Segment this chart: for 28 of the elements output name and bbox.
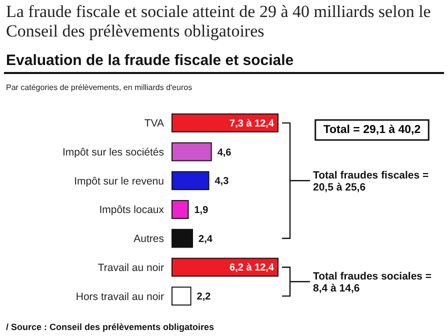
bar bbox=[172, 142, 212, 162]
data-label: 4,6 bbox=[217, 147, 232, 158]
y-tick-label: Impôt sur le revenu bbox=[74, 175, 164, 188]
bar bbox=[172, 113, 278, 132]
chart-title: La fraude fiscale et sociale atteint de 29 à 40 milliards selon le Conseil des prélèvements obligatoires bbox=[6, 2, 431, 41]
text: Total = 29,1 à 40,2 bbox=[323, 124, 421, 136]
data-label: 2,2 bbox=[196, 292, 212, 303]
chart-subtitle: Evaluation de la fraude fiscale et sociale bbox=[6, 52, 294, 69]
y-tick-label: Impôts locaux bbox=[99, 204, 165, 216]
text: / Source : Conseil des prélèvements obligatoires bbox=[6, 322, 214, 332]
y-tick-label: Hors travail au noir bbox=[76, 290, 164, 303]
y-tick-label: TVA bbox=[144, 118, 164, 130]
text: Total fraudes fiscales = 20,5 à 25,6 bbox=[313, 170, 429, 194]
bar bbox=[172, 258, 278, 277]
data-label: 6,2 à 12,4 bbox=[230, 262, 274, 274]
y-tick-label: Autres bbox=[134, 233, 164, 246]
text: Total fraudes sociales = 8,4 à 14,6 bbox=[313, 270, 432, 295]
bar bbox=[172, 228, 194, 248]
bar bbox=[172, 200, 189, 219]
data-label: 1,9 bbox=[194, 205, 209, 216]
y-tick-label: Impôt sur les sociétés bbox=[62, 146, 164, 158]
y-tick-label: Travail au noir bbox=[98, 262, 164, 274]
x-axis-title: Par catégories de prélèvements, en milliards d'euros bbox=[6, 83, 192, 92]
data-label: 4,3 bbox=[214, 176, 230, 188]
data-label: 7,3 à 12,4 bbox=[230, 118, 274, 130]
bar bbox=[172, 286, 192, 306]
bar bbox=[172, 171, 210, 190]
data-label: 2,4 bbox=[198, 234, 213, 245]
